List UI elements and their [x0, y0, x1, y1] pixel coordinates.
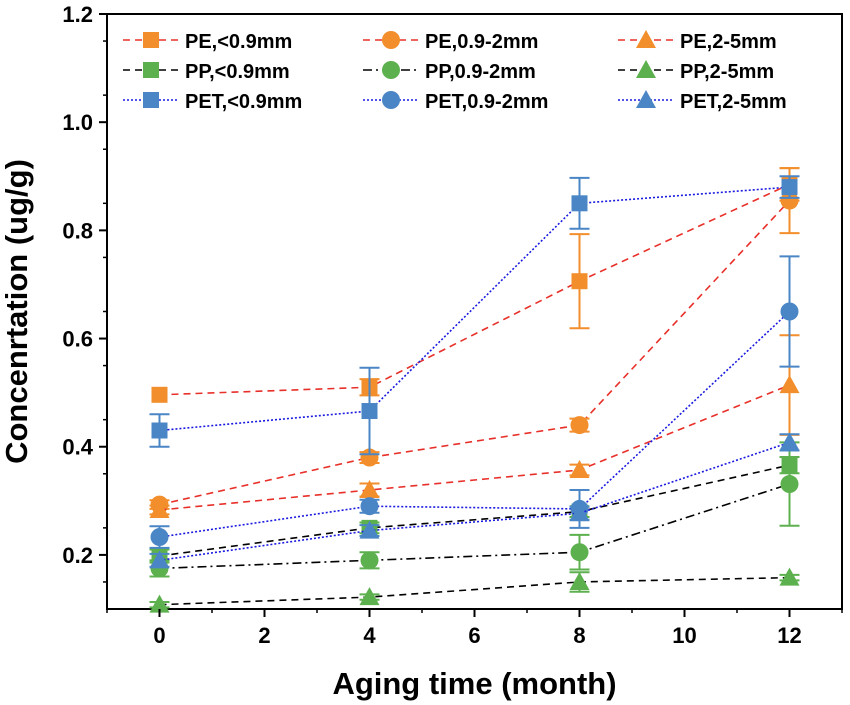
- x-axis-title: Aging time (month): [332, 666, 616, 701]
- data-point: [780, 475, 799, 494]
- legend-marker: [143, 62, 159, 78]
- legend-item-1: PE,<0.9mm: [123, 31, 292, 53]
- legend-item-3: PE,2-5mm: [618, 30, 777, 53]
- series-line: [159, 183, 790, 396]
- series-line: [159, 200, 791, 506]
- legend-item-9: PET,2-5mm: [618, 90, 787, 113]
- series-3: [149, 334, 800, 519]
- data-point: [569, 503, 590, 522]
- legend-item-6: PP,2-5mm: [618, 60, 774, 83]
- data-point: [150, 528, 169, 547]
- legend-marker: [382, 61, 400, 79]
- data-point: [571, 273, 588, 290]
- series-line: [159, 186, 790, 432]
- data-point: [781, 179, 798, 196]
- data-point: [151, 422, 168, 439]
- y-tick-label: 1.2: [62, 2, 93, 27]
- y-tick-label: 1.0: [62, 110, 93, 135]
- legend-label: PP,0.9-2mm: [425, 61, 536, 83]
- data-point: [359, 480, 380, 498]
- series-6: [149, 567, 800, 613]
- legend-item-2: PE,0.9-2mm: [363, 31, 538, 53]
- series-8: [149, 255, 800, 549]
- series-line: [159, 464, 790, 557]
- data-point: [359, 587, 380, 606]
- series-line: [159, 384, 790, 511]
- data-point: [570, 416, 589, 435]
- y-tick-label: 0.2: [62, 543, 93, 568]
- data-point: [569, 571, 590, 590]
- series-line: [159, 576, 790, 606]
- series-7: [149, 175, 800, 456]
- legend-label: PP,2-5mm: [680, 61, 774, 83]
- y-tick-label: 0.4: [62, 435, 93, 460]
- x-tick-label: 6: [468, 623, 480, 648]
- legend-marker: [382, 31, 400, 49]
- x-tick-label: 12: [777, 623, 801, 648]
- x-tick-label: 0: [153, 623, 165, 648]
- y-tick-label: 0.6: [62, 327, 93, 352]
- data-point: [149, 550, 170, 569]
- data-point: [359, 520, 380, 539]
- legend-label: PP,<0.9mm: [185, 61, 290, 83]
- x-tick-label: 8: [573, 623, 585, 648]
- data-point: [779, 567, 800, 586]
- x-tick-label: 4: [363, 623, 376, 648]
- data-point: [360, 497, 379, 516]
- legend-label: PE,2-5mm: [680, 31, 777, 53]
- series-5: [149, 441, 800, 578]
- legend-label: PET,0.9-2mm: [425, 91, 548, 113]
- data-point: [149, 500, 170, 519]
- legend-item-5: PP,0.9-2mm: [363, 61, 536, 83]
- data-point: [151, 386, 168, 403]
- legend-marker: [143, 92, 159, 108]
- x-tick-label: 10: [672, 623, 696, 648]
- legend-marker: [382, 91, 400, 109]
- legend-marker: [636, 30, 656, 48]
- data-point: [779, 375, 800, 394]
- legend-marker: [636, 90, 656, 108]
- data-point: [570, 543, 589, 562]
- series-9: [149, 432, 800, 569]
- legend: PE,<0.9mm PE,0.9-2mm PE,2-5mm PP,<0.9mm PP,0…: [123, 30, 787, 113]
- y-tick-label: 0.8: [62, 218, 93, 243]
- series-line: [159, 483, 790, 570]
- legend-item-7: PET,<0.9mm: [123, 91, 302, 113]
- legend-marker: [143, 32, 159, 48]
- y-axis-title: Concenrtation (ug/g): [0, 159, 34, 464]
- data-point: [780, 191, 799, 210]
- axis-layer: 0 2 4 6 8 10 12 0.2 0.4 0.6 0.8 1.0 1.2: [62, 2, 843, 648]
- x-tick-label: 2: [258, 623, 270, 648]
- legend-item-4: PP,<0.9mm: [123, 61, 290, 83]
- data-point: [571, 195, 588, 212]
- series-layer: [149, 167, 800, 613]
- data-point: [361, 403, 378, 420]
- data-point: [149, 594, 170, 613]
- data-point: [780, 302, 799, 321]
- legend-item-8: PET,0.9-2mm: [363, 91, 548, 113]
- series-2: [149, 167, 800, 514]
- legend-label: PE,<0.9mm: [185, 31, 292, 53]
- data-point: [360, 551, 379, 570]
- series-line: [159, 441, 790, 562]
- legend-marker: [636, 60, 656, 78]
- data-point: [569, 459, 590, 478]
- data-point: [779, 432, 800, 451]
- legend-label: PET,<0.9mm: [185, 91, 302, 113]
- data-point: [360, 448, 379, 467]
- legend-label: PE,0.9-2mm: [425, 31, 538, 53]
- series-line: [159, 310, 791, 538]
- series-1: [151, 167, 800, 403]
- legend-label: PET,2-5mm: [680, 91, 787, 113]
